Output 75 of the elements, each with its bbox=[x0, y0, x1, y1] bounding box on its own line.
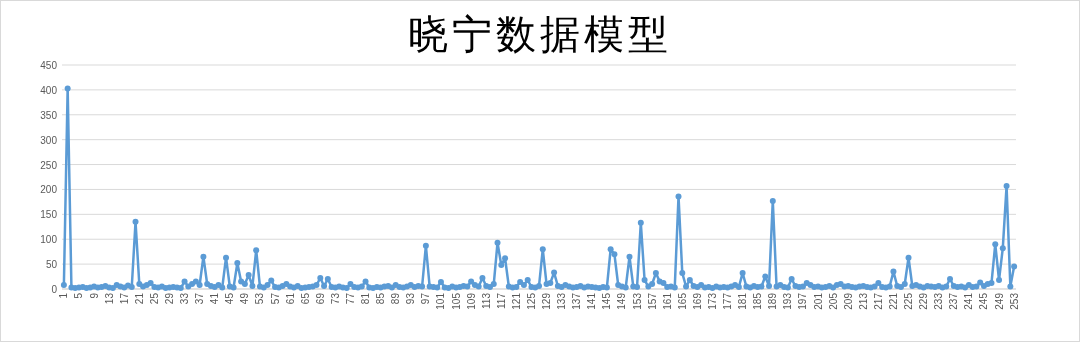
x-tick-label: 225 bbox=[903, 292, 915, 310]
y-tick-label: 400 bbox=[40, 84, 58, 96]
x-tick-label: 45 bbox=[224, 292, 236, 305]
x-tick-label: 1 bbox=[58, 292, 70, 299]
y-tick-label: 450 bbox=[40, 60, 58, 71]
x-tick-label: 69 bbox=[314, 292, 326, 305]
x-tick-label: 85 bbox=[375, 292, 387, 305]
x-tick-label: 81 bbox=[360, 292, 372, 305]
x-tick-label: 21 bbox=[133, 292, 145, 305]
x-tick-label: 113 bbox=[480, 292, 492, 309]
y-tick-label: 150 bbox=[40, 209, 58, 221]
x-tick-label: 141 bbox=[586, 292, 598, 310]
x-tick-label: 77 bbox=[344, 292, 356, 305]
x-tick-label: 217 bbox=[872, 292, 884, 310]
x-tick-label: 101 bbox=[435, 292, 447, 310]
x-tick-label: 201 bbox=[812, 292, 824, 310]
x-tick-label: 229 bbox=[918, 292, 930, 310]
x-tick-label: 121 bbox=[510, 292, 522, 310]
x-tick-label: 53 bbox=[254, 292, 266, 305]
y-tick-label: 0 bbox=[51, 284, 58, 295]
x-tick-label: 105 bbox=[450, 292, 462, 310]
x-tick-label: 93 bbox=[405, 292, 417, 305]
x-tick-label: 213 bbox=[857, 292, 869, 310]
x-tick-label: 177 bbox=[722, 292, 734, 310]
x-tick-label: 185 bbox=[752, 292, 764, 310]
x-tick-label: 29 bbox=[163, 292, 175, 305]
y-tick-label: 250 bbox=[40, 159, 58, 171]
x-tick-label: 145 bbox=[601, 292, 613, 310]
y-tick-label: 50 bbox=[45, 259, 58, 271]
x-tick-label: 169 bbox=[691, 292, 703, 310]
x-tick-label: 241 bbox=[963, 292, 975, 310]
x-tick-label: 61 bbox=[284, 292, 296, 305]
y-tick-label: 200 bbox=[40, 184, 58, 196]
x-tick-label: 13 bbox=[103, 292, 115, 305]
x-tick-label: 73 bbox=[329, 292, 341, 305]
x-tick-label: 233 bbox=[933, 292, 945, 310]
chart-title: 晓宁数据模型 bbox=[408, 11, 672, 57]
x-tick-label: 193 bbox=[782, 292, 794, 310]
x-tick-label: 157 bbox=[646, 292, 658, 310]
x-tick-label: 149 bbox=[616, 292, 628, 310]
x-tick-label: 153 bbox=[631, 292, 643, 310]
y-tick-label: 100 bbox=[40, 234, 58, 246]
x-tick-label: 9 bbox=[88, 292, 100, 299]
x-tick-label: 41 bbox=[209, 292, 221, 305]
x-tick-label: 245 bbox=[978, 292, 990, 310]
x-tick-label: 133 bbox=[556, 292, 568, 310]
x-tick-label: 89 bbox=[390, 292, 402, 305]
x-tick-label: 173 bbox=[706, 292, 718, 310]
x-tick-label: 17 bbox=[118, 292, 130, 305]
x-tick-label: 33 bbox=[179, 292, 191, 305]
x-tick-label: 253 bbox=[1008, 292, 1020, 310]
x-tick-label: 249 bbox=[993, 292, 1005, 310]
x-tick-label: 97 bbox=[420, 292, 432, 305]
y-tick-label: 350 bbox=[40, 109, 58, 121]
x-tick-label: 221 bbox=[887, 292, 899, 310]
x-tick-label: 205 bbox=[827, 292, 839, 310]
x-tick-label: 25 bbox=[148, 292, 160, 305]
x-tick-label: 5 bbox=[73, 292, 85, 299]
x-tick-label: 137 bbox=[571, 292, 583, 310]
x-tick-label: 181 bbox=[737, 292, 749, 310]
x-tick-label: 109 bbox=[465, 292, 477, 310]
x-tick-label: 57 bbox=[269, 292, 281, 305]
x-tick-label: 129 bbox=[541, 292, 553, 310]
x-tick-label: 165 bbox=[676, 292, 688, 310]
x-tick-label: 65 bbox=[299, 292, 311, 305]
x-tick-label: 209 bbox=[842, 292, 854, 310]
x-tick-label: 161 bbox=[661, 292, 673, 310]
x-tick-label: 197 bbox=[797, 292, 809, 310]
y-tick-label: 300 bbox=[40, 134, 58, 146]
x-tick-label: 237 bbox=[948, 292, 960, 310]
x-tick-label: 49 bbox=[239, 292, 251, 305]
x-tick-label: 189 bbox=[767, 292, 779, 310]
x-tick-label: 37 bbox=[194, 292, 206, 305]
x-tick-label: 117 bbox=[495, 292, 507, 309]
x-tick-label: 125 bbox=[525, 292, 537, 310]
